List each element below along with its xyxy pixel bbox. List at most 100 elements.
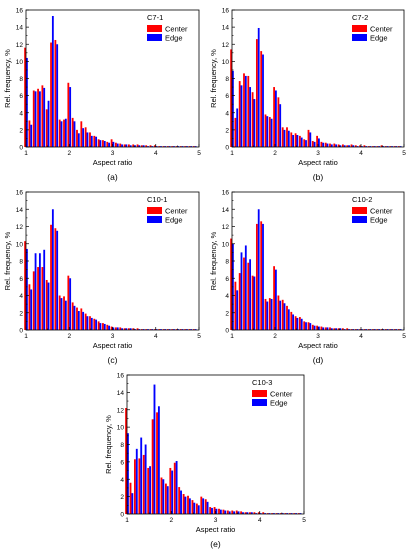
- bar-edge: [262, 223, 264, 330]
- bar-center: [158, 146, 161, 147]
- bar-center: [71, 117, 74, 147]
- bar-center: [184, 329, 187, 330]
- legend-swatch-edge: [352, 216, 367, 223]
- bar-center: [311, 141, 314, 147]
- bar-edge: [277, 513, 280, 514]
- bar-center: [251, 92, 254, 147]
- bar-edge: [140, 437, 143, 514]
- bar-edge: [352, 145, 355, 147]
- x-tick-label: 1: [230, 150, 234, 157]
- bar-edge: [135, 448, 138, 514]
- bar-edge: [348, 145, 350, 147]
- x-tick-label: 2: [273, 333, 277, 340]
- bar-center: [303, 321, 306, 331]
- bar-center: [271, 513, 274, 514]
- bar-center: [132, 328, 135, 330]
- bar-edge: [378, 329, 381, 330]
- chart-title: C10-1: [147, 195, 167, 204]
- bar-center: [173, 462, 176, 514]
- bar-center: [63, 296, 65, 330]
- bar-edge: [264, 513, 267, 514]
- bar-edge: [369, 329, 372, 330]
- bar-edge: [240, 252, 243, 331]
- bar-edge: [228, 511, 231, 514]
- y-tick-label: 0: [225, 328, 229, 335]
- bar-center: [238, 273, 241, 330]
- bar-edge: [144, 444, 147, 514]
- bar-edge: [373, 146, 376, 147]
- y-tick-label: 6: [120, 459, 124, 466]
- x-tick-label: 3: [316, 333, 320, 340]
- bar-edge: [395, 146, 398, 147]
- bar-center: [80, 121, 83, 147]
- y-tick-label: 2: [19, 310, 23, 317]
- bar-center: [58, 119, 61, 147]
- bar-center: [45, 279, 48, 330]
- bar-center: [145, 329, 148, 330]
- bar-edge: [56, 230, 59, 330]
- bar-center: [288, 513, 291, 514]
- bar-edge: [386, 329, 389, 330]
- bar-center: [24, 241, 26, 330]
- bar-edge: [361, 146, 363, 147]
- legend-label-center: Center: [370, 24, 393, 33]
- bar-edge: [142, 145, 145, 147]
- bar-center: [389, 329, 392, 330]
- bar-edge: [160, 329, 162, 330]
- bar-center: [58, 295, 61, 330]
- x-tick-label: 4: [154, 150, 158, 157]
- bar-edge: [51, 15, 54, 147]
- y-tick-label: 8: [225, 259, 229, 266]
- bar-edge: [322, 327, 325, 330]
- bar-center: [97, 321, 100, 331]
- bar-edge: [232, 70, 234, 147]
- bar-edge: [157, 406, 160, 514]
- bar-center: [171, 329, 174, 330]
- bar-center: [115, 142, 117, 147]
- legend-label-center: Center: [270, 389, 293, 398]
- bar-edge: [168, 146, 171, 147]
- bar-edge: [121, 144, 123, 147]
- bar-edge: [299, 513, 302, 514]
- bar-center: [45, 109, 48, 147]
- bar-edge: [129, 328, 132, 330]
- bar-edge: [270, 118, 273, 147]
- bar-center: [50, 42, 52, 147]
- y-tick-label: 10: [222, 59, 230, 66]
- bar-center: [264, 114, 267, 147]
- bar-center: [147, 467, 150, 514]
- bar-center: [162, 329, 165, 330]
- bar-edge: [255, 513, 258, 514]
- bar-edge: [295, 513, 298, 514]
- x-tick-label: 4: [258, 517, 262, 524]
- bar-center: [255, 223, 258, 330]
- bar-edge: [292, 314, 295, 330]
- bar-center: [153, 145, 156, 147]
- bar-edge: [69, 278, 72, 330]
- bar-center: [71, 302, 74, 330]
- y-tick-label: 8: [120, 442, 124, 449]
- y-tick-label: 6: [225, 93, 229, 100]
- y-tick-label: 16: [117, 373, 125, 380]
- bar-edge: [262, 54, 264, 147]
- bar-edge: [64, 300, 67, 330]
- bar-center: [316, 325, 318, 330]
- bar-center: [298, 135, 301, 147]
- bar-center: [298, 317, 301, 330]
- bar-edge: [153, 384, 156, 514]
- bar-edge: [197, 505, 200, 514]
- bar-center: [311, 324, 314, 330]
- bar-center: [110, 326, 113, 330]
- bar-edge: [343, 329, 346, 330]
- bar-center: [50, 224, 52, 330]
- bar-edge: [26, 57, 28, 148]
- bar-center: [320, 141, 323, 147]
- y-tick-label: 12: [117, 407, 125, 414]
- bar-edge: [249, 259, 252, 330]
- bar-center: [102, 323, 104, 330]
- bar-center: [367, 329, 370, 330]
- bar-center: [63, 119, 65, 147]
- x-tick-label: 5: [402, 150, 406, 157]
- bar-edge: [296, 135, 299, 147]
- chart-title: C7-2: [352, 13, 368, 22]
